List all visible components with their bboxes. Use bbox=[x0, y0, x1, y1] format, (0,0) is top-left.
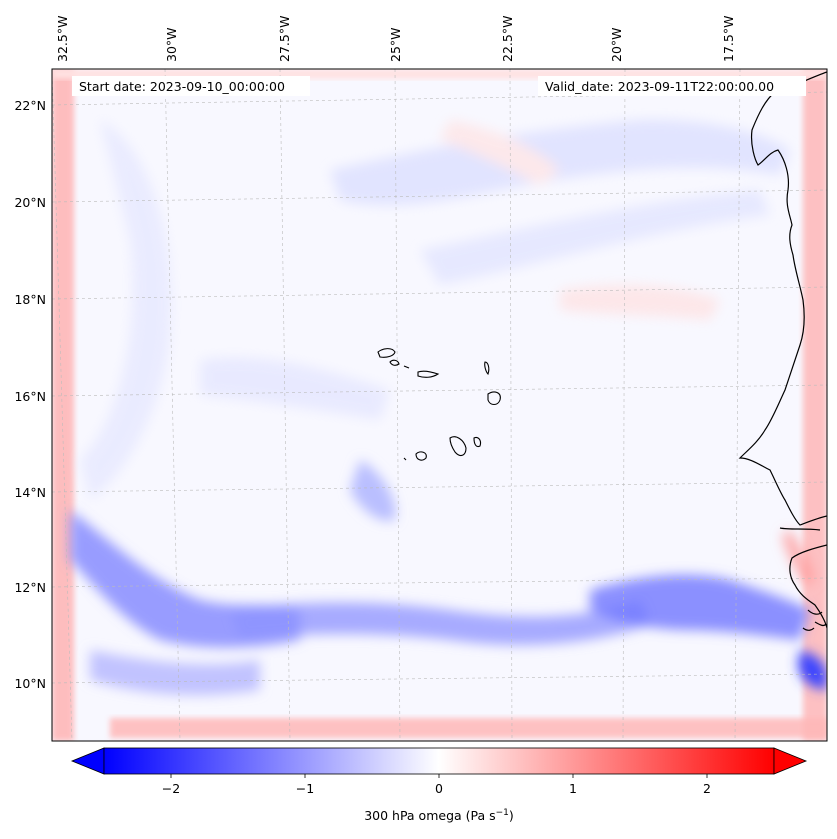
patch-red-ne bbox=[560, 284, 720, 320]
lon-label-22-5w: 22.5°W bbox=[500, 16, 515, 62]
boundary-west bbox=[52, 69, 74, 741]
lat-label-10n: 10°N bbox=[14, 676, 46, 691]
colorbar-body bbox=[103, 747, 775, 775]
gambia-river bbox=[779, 527, 821, 531]
latitude-labels: 22°N 20°N 18°N 16°N 14°N 12°N 10°N bbox=[14, 98, 46, 691]
colorbar-extend-right bbox=[773, 747, 808, 775]
colorbar-extend-left bbox=[70, 747, 105, 775]
lon-label-25w: 25°W bbox=[388, 27, 403, 62]
colorbar-label: 300 hPa omega (Pa s−1) bbox=[364, 808, 514, 823]
island-santa-luzia bbox=[403, 365, 410, 369]
lat-label-18n: 18°N bbox=[14, 292, 46, 307]
band-south-lower bbox=[90, 650, 260, 696]
lat-label-20n: 20°N bbox=[14, 195, 46, 210]
africa-coast-south bbox=[789, 544, 827, 629]
band-north-blue bbox=[330, 119, 790, 206]
start-date-text: Start date: 2023-09-10_00:00:00 bbox=[79, 79, 285, 94]
band-south-blue-east bbox=[590, 574, 810, 640]
boundary-south bbox=[110, 718, 827, 738]
band-mid-blue bbox=[420, 190, 770, 285]
map-border bbox=[51, 68, 828, 742]
island-santo-antao bbox=[377, 348, 396, 358]
colorbar-tick-labels: −2 −1 0 1 2 bbox=[162, 781, 711, 796]
island-sao-vicente bbox=[389, 359, 400, 366]
valid-date-text: Valid_date: 2023-09-11T22:00:00.00 bbox=[545, 79, 774, 94]
island-boa-vista bbox=[487, 391, 501, 406]
longitude-labels: 32.5°W 30°W 27.5°W 25°W 22.5°W 20°W 17.5… bbox=[55, 16, 736, 62]
colorbar-label-end: ) bbox=[509, 808, 514, 823]
patch-blue-se bbox=[798, 650, 827, 690]
boundary-east bbox=[803, 69, 827, 741]
cb-tick-neg2: −2 bbox=[162, 781, 180, 796]
lat-label-22n: 22°N bbox=[14, 98, 46, 113]
gridlines bbox=[52, 69, 827, 741]
patch-blue-convective bbox=[350, 460, 396, 521]
patch-center-blue bbox=[200, 357, 390, 420]
island-santiago bbox=[449, 436, 467, 457]
cb-tick-0: 0 bbox=[435, 781, 443, 796]
lat-label-14n: 14°N bbox=[14, 485, 46, 500]
colorbar-ticks bbox=[170, 774, 708, 778]
colorbar: −2 −1 0 1 2 300 hPa omega (Pa s−1) bbox=[70, 747, 808, 823]
lat-label-12n: 12°N bbox=[14, 580, 46, 595]
cb-tick-2: 2 bbox=[703, 781, 711, 796]
cb-tick-1: 1 bbox=[569, 781, 577, 796]
cape-verde-islands bbox=[377, 348, 501, 461]
coastline bbox=[738, 71, 827, 631]
island-sal bbox=[484, 361, 490, 376]
colorbar-label-sup: −1 bbox=[496, 808, 509, 818]
island-fogo bbox=[415, 451, 427, 461]
patch-red-center bbox=[440, 120, 560, 185]
lon-label-20w: 20°W bbox=[609, 27, 624, 62]
island-sao-nicolau bbox=[417, 370, 440, 378]
band-south-blue-center bbox=[230, 600, 650, 645]
valid-date-box bbox=[538, 76, 806, 96]
omega-field bbox=[52, 69, 827, 741]
boundary-north bbox=[52, 69, 827, 79]
island-brava bbox=[403, 457, 407, 461]
lon-label-30w: 30°W bbox=[164, 27, 179, 62]
colorbar-label-main: 300 hPa omega (Pa s bbox=[364, 808, 495, 823]
lon-label-17-5w: 17.5°W bbox=[721, 16, 736, 62]
africa-coast bbox=[738, 71, 827, 526]
cb-tick-neg1: −1 bbox=[296, 781, 314, 796]
bijagos-islands bbox=[802, 609, 827, 631]
band-west-blue bbox=[80, 120, 172, 500]
island-maio bbox=[473, 436, 482, 448]
map-panel bbox=[52, 69, 827, 741]
patch-red-coast bbox=[782, 530, 815, 585]
lon-label-27-5w: 27.5°W bbox=[277, 16, 292, 62]
start-date-box bbox=[72, 76, 310, 96]
lon-label-32-5w: 32.5°W bbox=[55, 16, 70, 62]
lat-label-16n: 16°N bbox=[14, 389, 46, 404]
